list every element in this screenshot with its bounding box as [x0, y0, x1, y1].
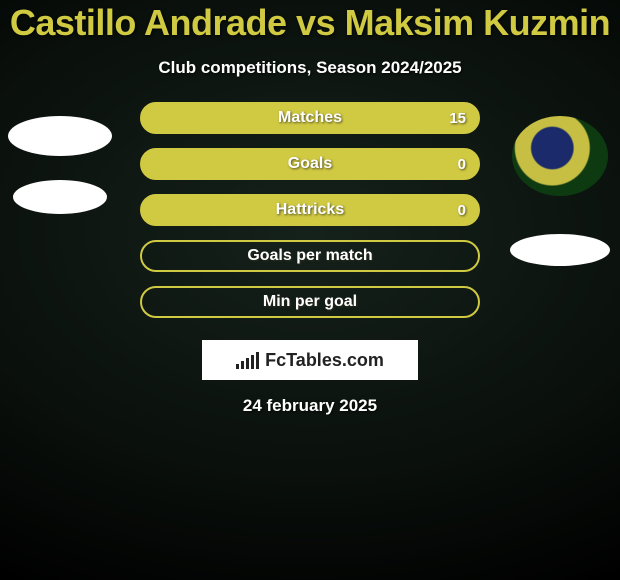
stat-value-right: 0	[458, 202, 466, 219]
stat-value-right: 0	[458, 156, 466, 173]
stat-label: Hattricks	[276, 201, 344, 219]
stat-label: Matches	[278, 109, 342, 127]
content-container: Castillo Andrade vs Maksim Kuzmin Club c…	[0, 0, 620, 416]
chart-bars-icon	[236, 351, 259, 369]
player-left-avatar-placeholder	[8, 116, 112, 156]
stat-bar-hattricks: Hattricks 0	[140, 194, 480, 226]
page-title: Castillo Andrade vs Maksim Kuzmin	[0, 2, 620, 44]
player-left-badge-placeholder	[13, 180, 107, 214]
stat-label: Goals	[288, 155, 332, 173]
page-subtitle: Club competitions, Season 2024/2025	[0, 58, 620, 78]
player-left-column	[8, 116, 112, 214]
stat-label: Min per goal	[263, 293, 357, 311]
player-right-column	[510, 116, 610, 266]
stats-column: Matches 15 Goals 0 Hattricks 0 Goals per…	[140, 102, 480, 318]
stat-bar-min-per-goal: Min per goal	[140, 286, 480, 318]
footer-logo[interactable]: FcTables.com	[202, 340, 418, 380]
player-right-photo	[512, 116, 608, 196]
footer-date: 24 february 2025	[0, 396, 620, 416]
stat-value-right: 15	[449, 110, 466, 127]
player-right-badge-placeholder	[510, 234, 610, 266]
stat-bar-matches: Matches 15	[140, 102, 480, 134]
stat-label: Goals per match	[247, 247, 372, 265]
footer-logo-text: FcTables.com	[265, 350, 384, 371]
stat-bar-goals: Goals 0	[140, 148, 480, 180]
stat-bar-goals-per-match: Goals per match	[140, 240, 480, 272]
